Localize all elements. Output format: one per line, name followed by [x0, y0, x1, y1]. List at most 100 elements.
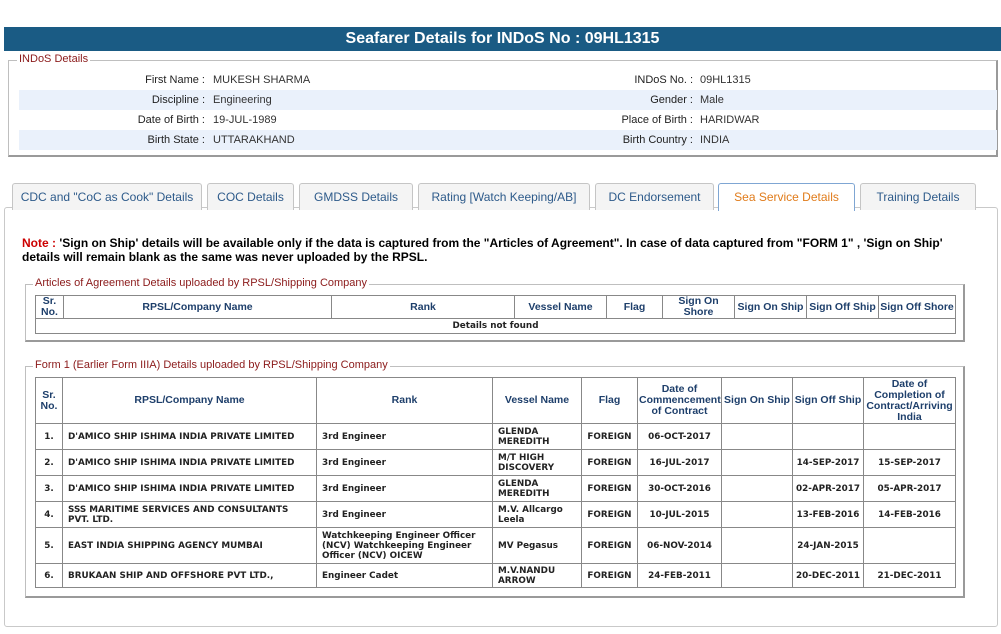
sr-no-cell: 5. — [35, 527, 63, 564]
table-row: 6. BRUKAAN SHIP AND OFFSHORE PVT LTD., E… — [35, 563, 956, 588]
col-sign-on-shore: Sign On Shore — [662, 295, 735, 319]
articles-header-row: Sr. No. RPSL/Company Name Rank Vessel Na… — [35, 295, 956, 319]
col-vessel-name: Vessel Name — [514, 295, 607, 319]
sign-off-ship-cell: 24-JAN-2015 — [792, 527, 864, 564]
page-title: Seafarer Details for INDoS No : 09HL1315 — [4, 27, 1001, 51]
flag-cell: FOREIGN — [581, 449, 638, 476]
rank-cell: Watchkeeping Engineer Officer (NCV) Watc… — [316, 527, 493, 564]
sign-off-ship-cell: 14-SEP-2017 — [792, 449, 864, 476]
col-sign-off-ship: Sign Off Ship — [806, 295, 879, 319]
completion-cell: 14-FEB-2016 — [863, 501, 956, 528]
col-company-name: RPSL/Company Name — [63, 295, 332, 319]
col-sr-no: Sr. No. — [35, 295, 64, 319]
form1-fieldset — [25, 366, 965, 598]
col-date-of-commencement: Date of Commencement of Contract — [637, 377, 722, 424]
gender-label: Gender : — [650, 94, 693, 106]
completion-cell: 15-SEP-2017 — [863, 449, 956, 476]
flag-cell: FOREIGN — [581, 475, 638, 502]
discipline-value: Engineering — [213, 94, 272, 106]
completion-cell: 05-APR-2017 — [863, 475, 956, 502]
col-vessel-name: Vessel Name — [492, 377, 582, 424]
tab-training-details[interactable]: Training Details — [860, 183, 976, 210]
first-name-label: First Name : — [145, 74, 205, 86]
indos-row: Birth State : UTTARAKHAND Birth Country … — [19, 130, 997, 150]
flag-cell: FOREIGN — [581, 501, 638, 528]
articles-legend: Articles of Agreement Details uploaded b… — [33, 277, 370, 289]
sr-no-cell: 4. — [35, 501, 63, 528]
sign-off-ship-cell: 20-DEC-2011 — [792, 563, 864, 588]
col-sign-off-ship: Sign Off Ship — [792, 377, 864, 424]
sign-on-ship-cell — [721, 527, 793, 564]
commencement-cell: 06-OCT-2017 — [637, 423, 722, 450]
indos-no-value: 09HL1315 — [700, 74, 751, 86]
col-flag: Flag — [606, 295, 663, 319]
place-of-birth-label: Place of Birth : — [621, 114, 693, 126]
birth-country-value: INDIA — [700, 134, 730, 146]
discipline-label: Discipline : — [151, 94, 205, 106]
rank-cell: 3rd Engineer — [316, 475, 493, 502]
commencement-cell: 10-JUL-2015 — [637, 501, 722, 528]
commencement-cell: 30-OCT-2016 — [637, 475, 722, 502]
note-text: 'Sign on Ship' details will be available… — [22, 236, 943, 264]
rank-cell: 3rd Engineer — [316, 423, 493, 450]
company-cell: SSS MARITIME SERVICES AND CONSULTANTS PV… — [62, 501, 317, 528]
sign-on-ship-cell — [721, 423, 793, 450]
vessel-cell: M/T HIGH DISCOVERY — [492, 449, 582, 476]
table-row: 3. D'AMICO SHIP ISHIMA INDIA PRIVATE LIM… — [35, 475, 956, 502]
note-label: Note : — [22, 236, 56, 250]
flag-cell: FOREIGN — [581, 527, 638, 564]
form1-legend: Form 1 (Earlier Form IIIA) Details uploa… — [33, 359, 390, 371]
col-rank: Rank — [331, 295, 515, 319]
articles-fieldset — [25, 284, 965, 342]
col-sign-on-ship: Sign On Ship — [721, 377, 793, 424]
table-row: 2. D'AMICO SHIP ISHIMA INDIA PRIVATE LIM… — [35, 449, 956, 476]
gender-value: Male — [700, 94, 724, 106]
commencement-cell: 24-FEB-2011 — [637, 563, 722, 588]
col-sr-no: Sr. No. — [35, 377, 63, 424]
vessel-cell: M.V.NANDU ARROW — [492, 563, 582, 588]
tab-sea-service-details[interactable]: Sea Service Details — [718, 183, 855, 211]
col-company-name: RPSL/Company Name — [62, 377, 317, 424]
articles-table: Sr. No. RPSL/Company Name Rank Vessel Na… — [35, 295, 956, 334]
tab-cdc-details[interactable]: CDC and "CoC as Cook" Details — [12, 183, 202, 210]
tab-rating-watch-keeping[interactable]: Rating [Watch Keeping/AB] — [418, 183, 590, 210]
company-cell: EAST INDIA SHIPPING AGENCY MUMBAI — [62, 527, 317, 564]
vessel-cell: M.V. Allcargo Leela — [492, 501, 582, 528]
tab-gmdss-details[interactable]: GMDSS Details — [299, 183, 413, 210]
vessel-cell: MV Pegasus — [492, 527, 582, 564]
sr-no-cell: 2. — [35, 449, 63, 476]
table-row: Details not found — [35, 318, 956, 334]
place-of-birth-value: HARIDWAR — [700, 114, 760, 126]
indos-details-legend: INDoS Details — [17, 53, 91, 65]
sr-no-cell: 1. — [35, 423, 63, 450]
table-row: 5. EAST INDIA SHIPPING AGENCY MUMBAI Wat… — [35, 527, 956, 564]
completion-cell — [863, 527, 956, 564]
table-row: 1. D'AMICO SHIP ISHIMA INDIA PRIVATE LIM… — [35, 423, 956, 450]
rank-cell: Engineer Cadet — [316, 563, 493, 588]
birth-state-label: Birth State : — [147, 134, 205, 146]
completion-cell — [863, 423, 956, 450]
sign-on-ship-cell — [721, 449, 793, 476]
sign-off-ship-cell — [792, 423, 864, 450]
col-date-of-completion: Date of Completion of Contract/Arriving … — [863, 377, 956, 424]
indos-details-fieldset: First Name : MUKESH SHARMA INDoS No. : 0… — [8, 60, 998, 157]
sr-no-cell: 3. — [35, 475, 63, 502]
rank-cell: 3rd Engineer — [316, 501, 493, 528]
details-not-found-message: Details not found — [35, 318, 956, 334]
company-cell: D'AMICO SHIP ISHIMA INDIA PRIVATE LIMITE… — [62, 423, 317, 450]
table-row: 4. SSS MARITIME SERVICES AND CONSULTANTS… — [35, 501, 956, 528]
birth-state-value: UTTARAKHAND — [213, 134, 295, 146]
indos-row: Date of Birth : 19-JUL-1989 Place of Bir… — [19, 110, 997, 130]
form1-header-row: Sr. No. RPSL/Company Name Rank Vessel Na… — [35, 377, 956, 424]
sr-no-cell: 6. — [35, 563, 63, 588]
dob-value: 19-JUL-1989 — [213, 114, 277, 126]
commencement-cell: 16-JUL-2017 — [637, 449, 722, 476]
company-cell: D'AMICO SHIP ISHIMA INDIA PRIVATE LIMITE… — [62, 449, 317, 476]
tab-coc-details[interactable]: COC Details — [207, 183, 294, 210]
indos-row: Discipline : Engineering Gender : Male — [19, 90, 997, 110]
rank-cell: 3rd Engineer — [316, 449, 493, 476]
sign-on-ship-cell — [721, 501, 793, 528]
col-sign-on-ship: Sign On Ship — [734, 295, 807, 319]
completion-cell: 21-DEC-2011 — [863, 563, 956, 588]
tab-dc-endorsement[interactable]: DC Endorsement — [595, 183, 714, 210]
